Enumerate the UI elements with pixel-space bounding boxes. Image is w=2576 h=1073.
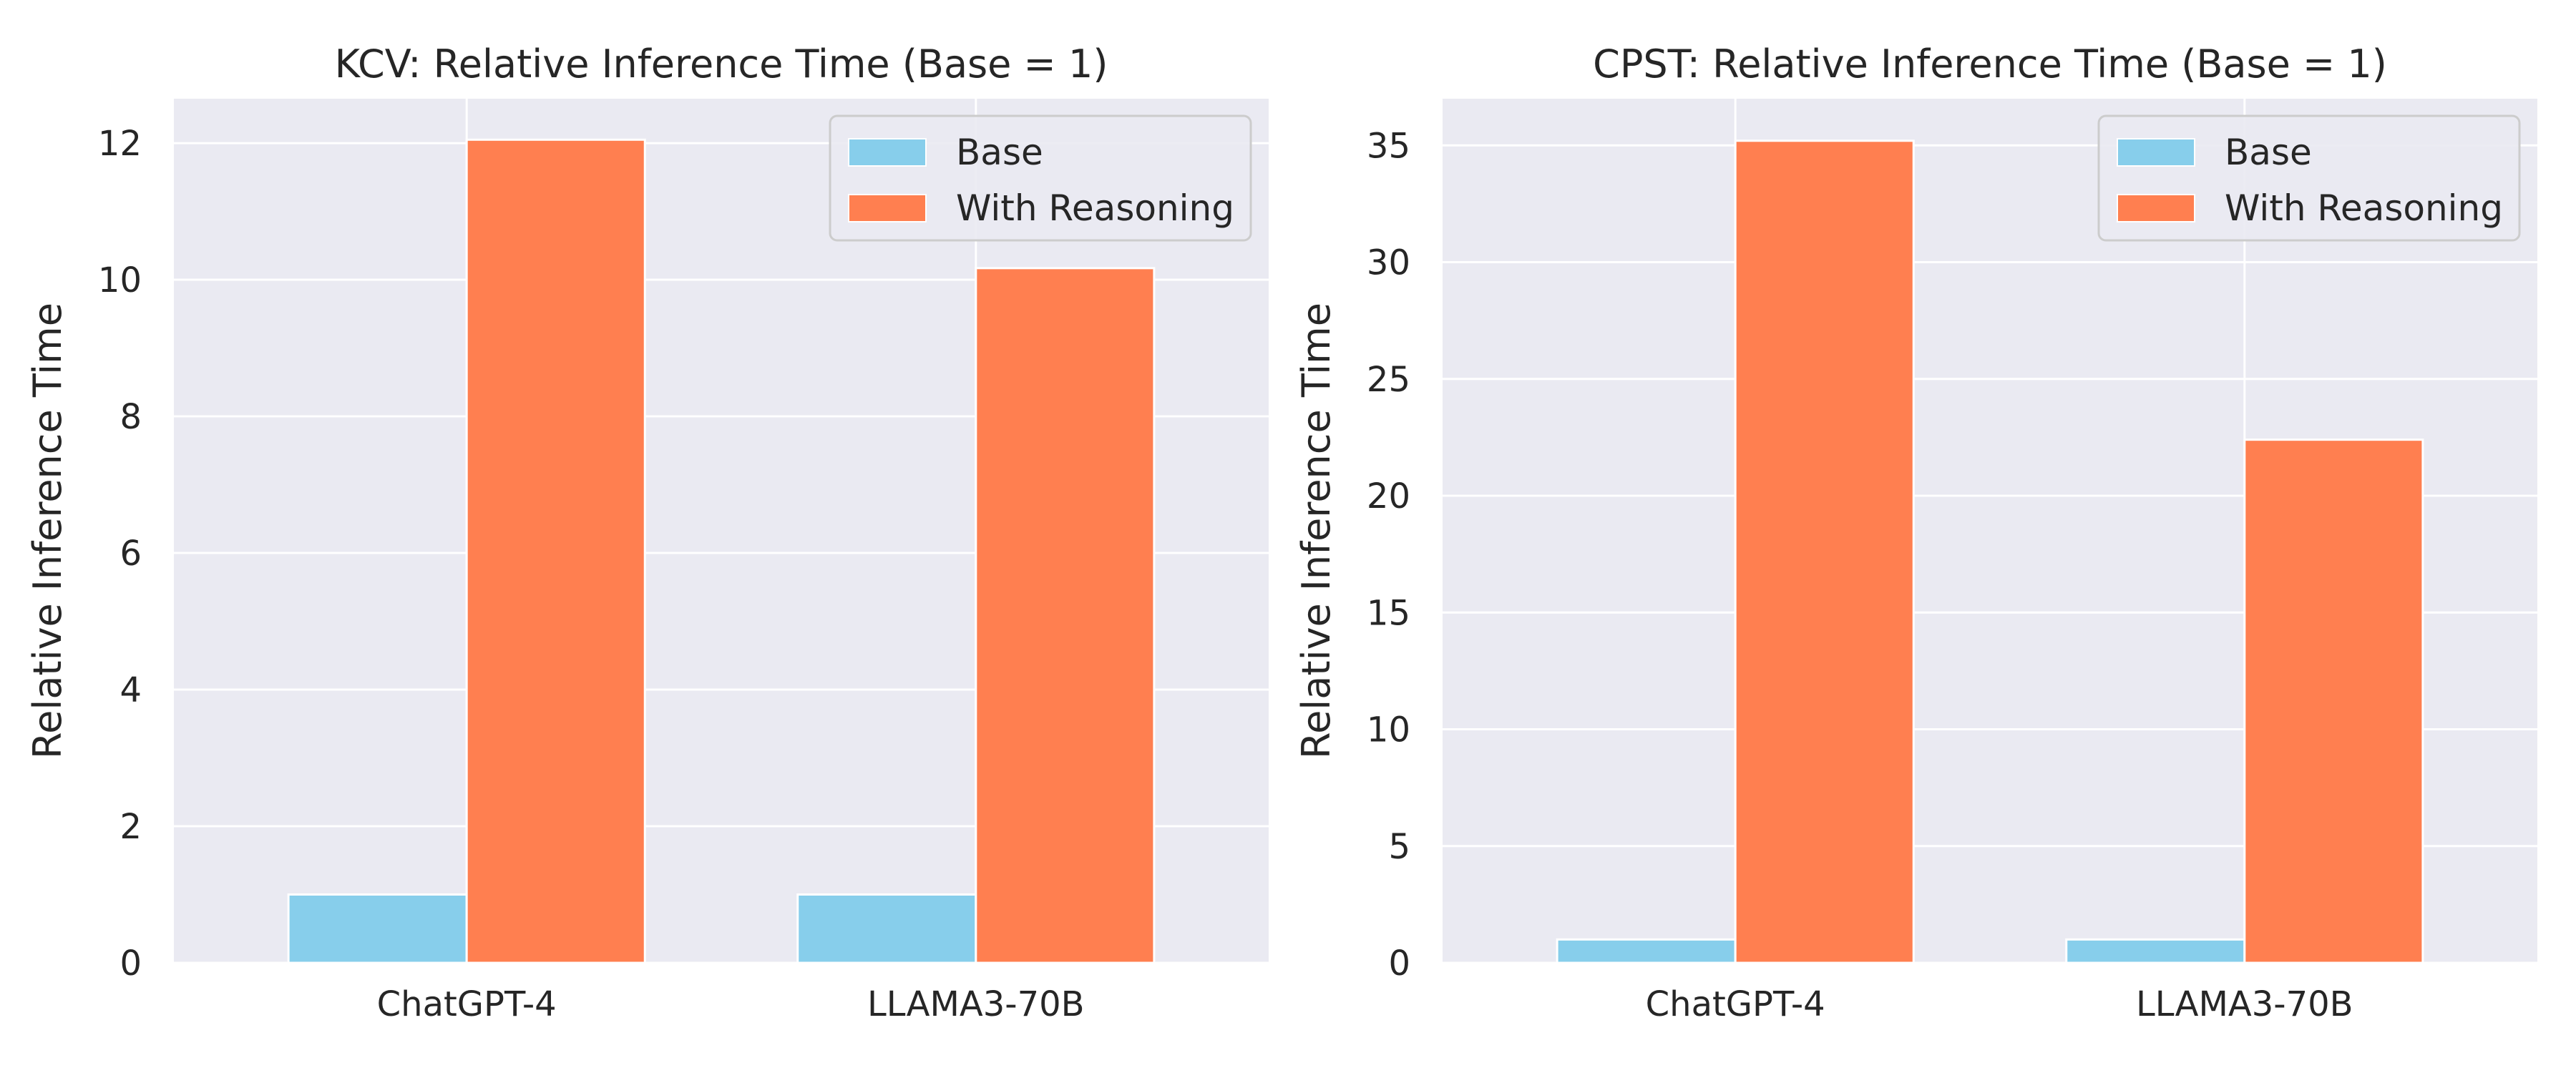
kcv-ytick-label-6: 12 bbox=[98, 124, 142, 164]
kcv-chart-title: KCV: Relative Inference Time (Base = 1) bbox=[335, 41, 1108, 87]
cpst-chart-title: CPST: Relative Inference Time (Base = 1) bbox=[1593, 41, 2387, 87]
cpst-ytick-label-7: 35 bbox=[1367, 126, 1410, 166]
kcv-bar-base-1 bbox=[796, 893, 977, 964]
cpst-legend-swatch-1 bbox=[2117, 194, 2195, 222]
kcv-legend-label-1: With Reasoning bbox=[956, 187, 1234, 229]
kcv-xtick-label-0: ChatGPT-4 bbox=[377, 984, 557, 1024]
kcv-ylabel: Relative Inference Time bbox=[25, 303, 70, 759]
cpst-ytick-label-5: 25 bbox=[1367, 360, 1410, 400]
kcv-bar-reasoning-1 bbox=[975, 267, 1156, 964]
kcv-legend-box bbox=[829, 114, 1252, 242]
cpst-ytick-label-2: 10 bbox=[1367, 710, 1410, 750]
cpst-legend-label-1: With Reasoning bbox=[2225, 187, 2503, 229]
chart-cpst: 0 5 10 15 20 25 30 35 ChatGPT-4 LLAMA3-70B CPST: R… bbox=[1294, 41, 2537, 1024]
cpst-ytick-label-3: 15 bbox=[1367, 593, 1410, 633]
cpst-xtick-label-1: LLAMA3-70B bbox=[2136, 984, 2353, 1024]
kcv-ytick-label-3: 6 bbox=[119, 534, 142, 574]
kcv-legend: Base With Reasoning bbox=[829, 114, 1252, 242]
cpst-bar-base-1 bbox=[2065, 938, 2246, 964]
cpst-bar-base-0 bbox=[1556, 938, 1737, 964]
kcv-xtick-label-1: LLAMA3-70B bbox=[867, 984, 1085, 1024]
kcv-ytick-label-5: 10 bbox=[98, 260, 142, 300]
kcv-ytick-label-4: 8 bbox=[119, 397, 142, 437]
cpst-bar-reasoning-0 bbox=[1734, 139, 1915, 964]
kcv-bar-base-0 bbox=[287, 893, 468, 964]
kcv-bar-reasoning-0 bbox=[465, 138, 646, 964]
cpst-ylabel: Relative Inference Time bbox=[1294, 303, 1339, 759]
cpst-ytick-label-1: 5 bbox=[1388, 827, 1410, 867]
kcv-ytick-label-0: 0 bbox=[119, 944, 142, 984]
cpst-legend: Base With Reasoning bbox=[2097, 114, 2521, 242]
kcv-legend-swatch-1 bbox=[848, 194, 927, 222]
cpst-ytick-label-4: 20 bbox=[1367, 476, 1410, 516]
kcv-ytick-label-2: 4 bbox=[119, 670, 142, 710]
kcv-legend-label-0: Base bbox=[956, 132, 1043, 173]
cpst-legend-swatch-0 bbox=[2117, 138, 2195, 167]
kcv-legend-swatch-0 bbox=[848, 138, 927, 167]
cpst-ytick-label-6: 30 bbox=[1367, 243, 1410, 283]
cpst-legend-box bbox=[2097, 114, 2521, 242]
chart-kcv: 0 2 4 6 8 10 12 ChatGPT-4 LLAMA3-70B KCV: Relativ… bbox=[25, 41, 1269, 1024]
kcv-ytick-label-1: 2 bbox=[119, 807, 142, 847]
cpst-legend-label-0: Base bbox=[2225, 132, 2312, 173]
cpst-bar-reasoning-1 bbox=[2243, 438, 2424, 964]
cpst-xtick-label-0: ChatGPT-4 bbox=[1646, 984, 1825, 1024]
cpst-ytick-label-0: 0 bbox=[1388, 944, 1410, 984]
